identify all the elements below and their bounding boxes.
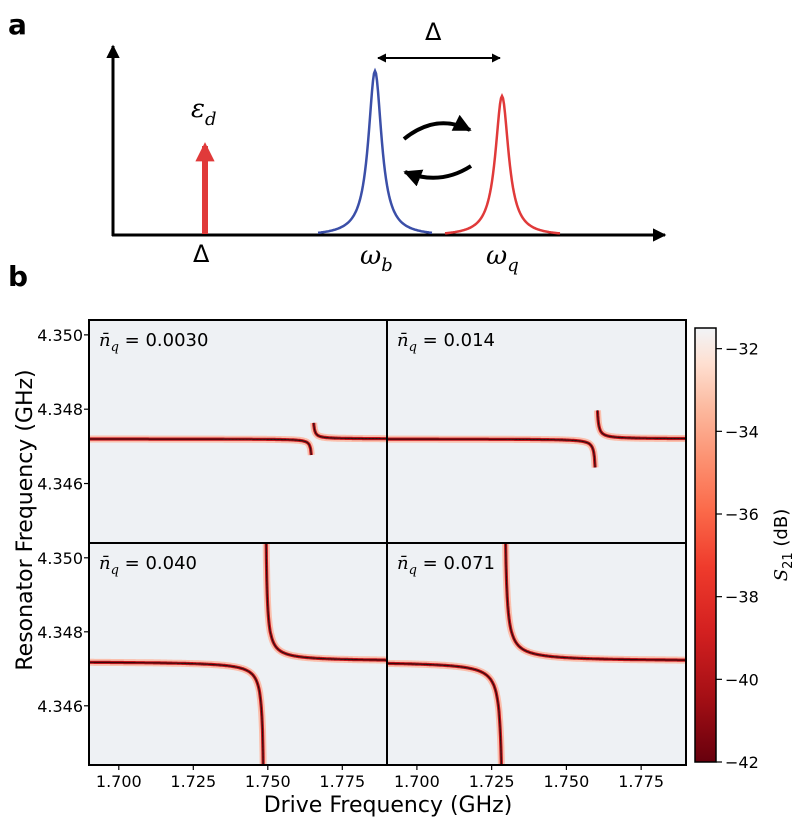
y-tick-label: 4.346	[37, 697, 83, 716]
fit-dashed-line	[223, 422, 387, 456]
colorbar-tick-label: −36	[725, 505, 759, 524]
x-axis-label: Drive Frequency (GHz)	[264, 793, 513, 818]
panel-label: n̄q = 0.014	[397, 330, 495, 355]
heatmap-panel: n̄q = 0.071	[386, 542, 687, 766]
resonator-fit	[89, 438, 312, 456]
colorbar-tick-label: −32	[725, 340, 759, 359]
heatmap-background	[89, 320, 387, 543]
y-tick-label: 4.350	[37, 326, 83, 345]
exchange-arrow-top	[402, 114, 472, 141]
y-axis-label: Resonator Frequency (GHz)	[13, 369, 38, 670]
fit-dashed-line	[413, 543, 594, 765]
x-ticks: 1.700 1.725 1.750 1.775 1.700 1.725 1.750 1.775	[96, 765, 664, 791]
omega-b-label: ωb	[360, 241, 393, 276]
heatmap-background	[387, 320, 686, 543]
panel-b-label: b	[8, 260, 28, 293]
y-tick-label: 4.346	[37, 475, 83, 494]
drive-label: εd	[191, 94, 216, 130]
heatmap-panel: n̄q = 0.014	[386, 319, 687, 544]
omega-q-label: ωq	[486, 241, 519, 276]
colorbar-tick-label: −38	[725, 588, 759, 607]
y-tick-label: 4.348	[37, 623, 83, 642]
panel-a-label: a	[8, 8, 27, 41]
q-mode-peak	[444, 92, 561, 235]
panel-label: n̄q = 0.071	[397, 553, 495, 578]
exchange-arrow-bottom	[403, 164, 473, 187]
x-tick-label: 1.725	[170, 772, 216, 791]
colorbar-ticks: −32 −34 −36 −38 −40 −42	[716, 340, 759, 772]
x-tick-label: 1.725	[469, 772, 515, 791]
x-tick-label: 1.700	[96, 772, 142, 791]
colorbar	[694, 327, 717, 763]
y-ticks: 4.346 4.348 4.350 4.346 4.348 4.350	[37, 326, 89, 716]
heatmap-panel: n̄q = 0.0030	[88, 319, 388, 544]
colorbar-tick-label: −40	[725, 670, 759, 689]
heatmap-background	[89, 543, 387, 765]
fit-dashed-line	[506, 410, 686, 468]
drive-axis-label: Δ	[193, 240, 210, 268]
panel-label: n̄q = 0.040	[99, 553, 197, 578]
x-tick-label: 1.775	[319, 772, 365, 791]
colorbar-tick-label: −34	[725, 422, 759, 441]
x-tick-label: 1.750	[245, 772, 291, 791]
y-tick-label: 4.350	[37, 549, 83, 568]
x-tick-label: 1.700	[394, 772, 440, 791]
y-tick-label: 4.348	[37, 400, 83, 419]
b-mode-peak	[317, 67, 433, 235]
x-tick-label: 1.750	[543, 772, 589, 791]
colorbar-tick-label: −42	[725, 753, 759, 772]
detuning-label: Δ	[425, 18, 442, 46]
heatmap-grid: n̄q = 0.0030 n̄q = 0.014 n̄q = 0.040 n̄q = …	[88, 319, 687, 766]
heatmap-frame	[386, 542, 687, 766]
fit-dashed-line	[175, 543, 355, 765]
colorbar-label: S21 (dB)	[771, 509, 796, 581]
panel-label: n̄q = 0.0030	[99, 330, 208, 355]
panel-a-schematic: a εd Δ Δ ωb ωq	[8, 8, 667, 276]
x-tick-label: 1.775	[618, 772, 664, 791]
heatmap-panel: n̄q = 0.040	[88, 542, 388, 766]
